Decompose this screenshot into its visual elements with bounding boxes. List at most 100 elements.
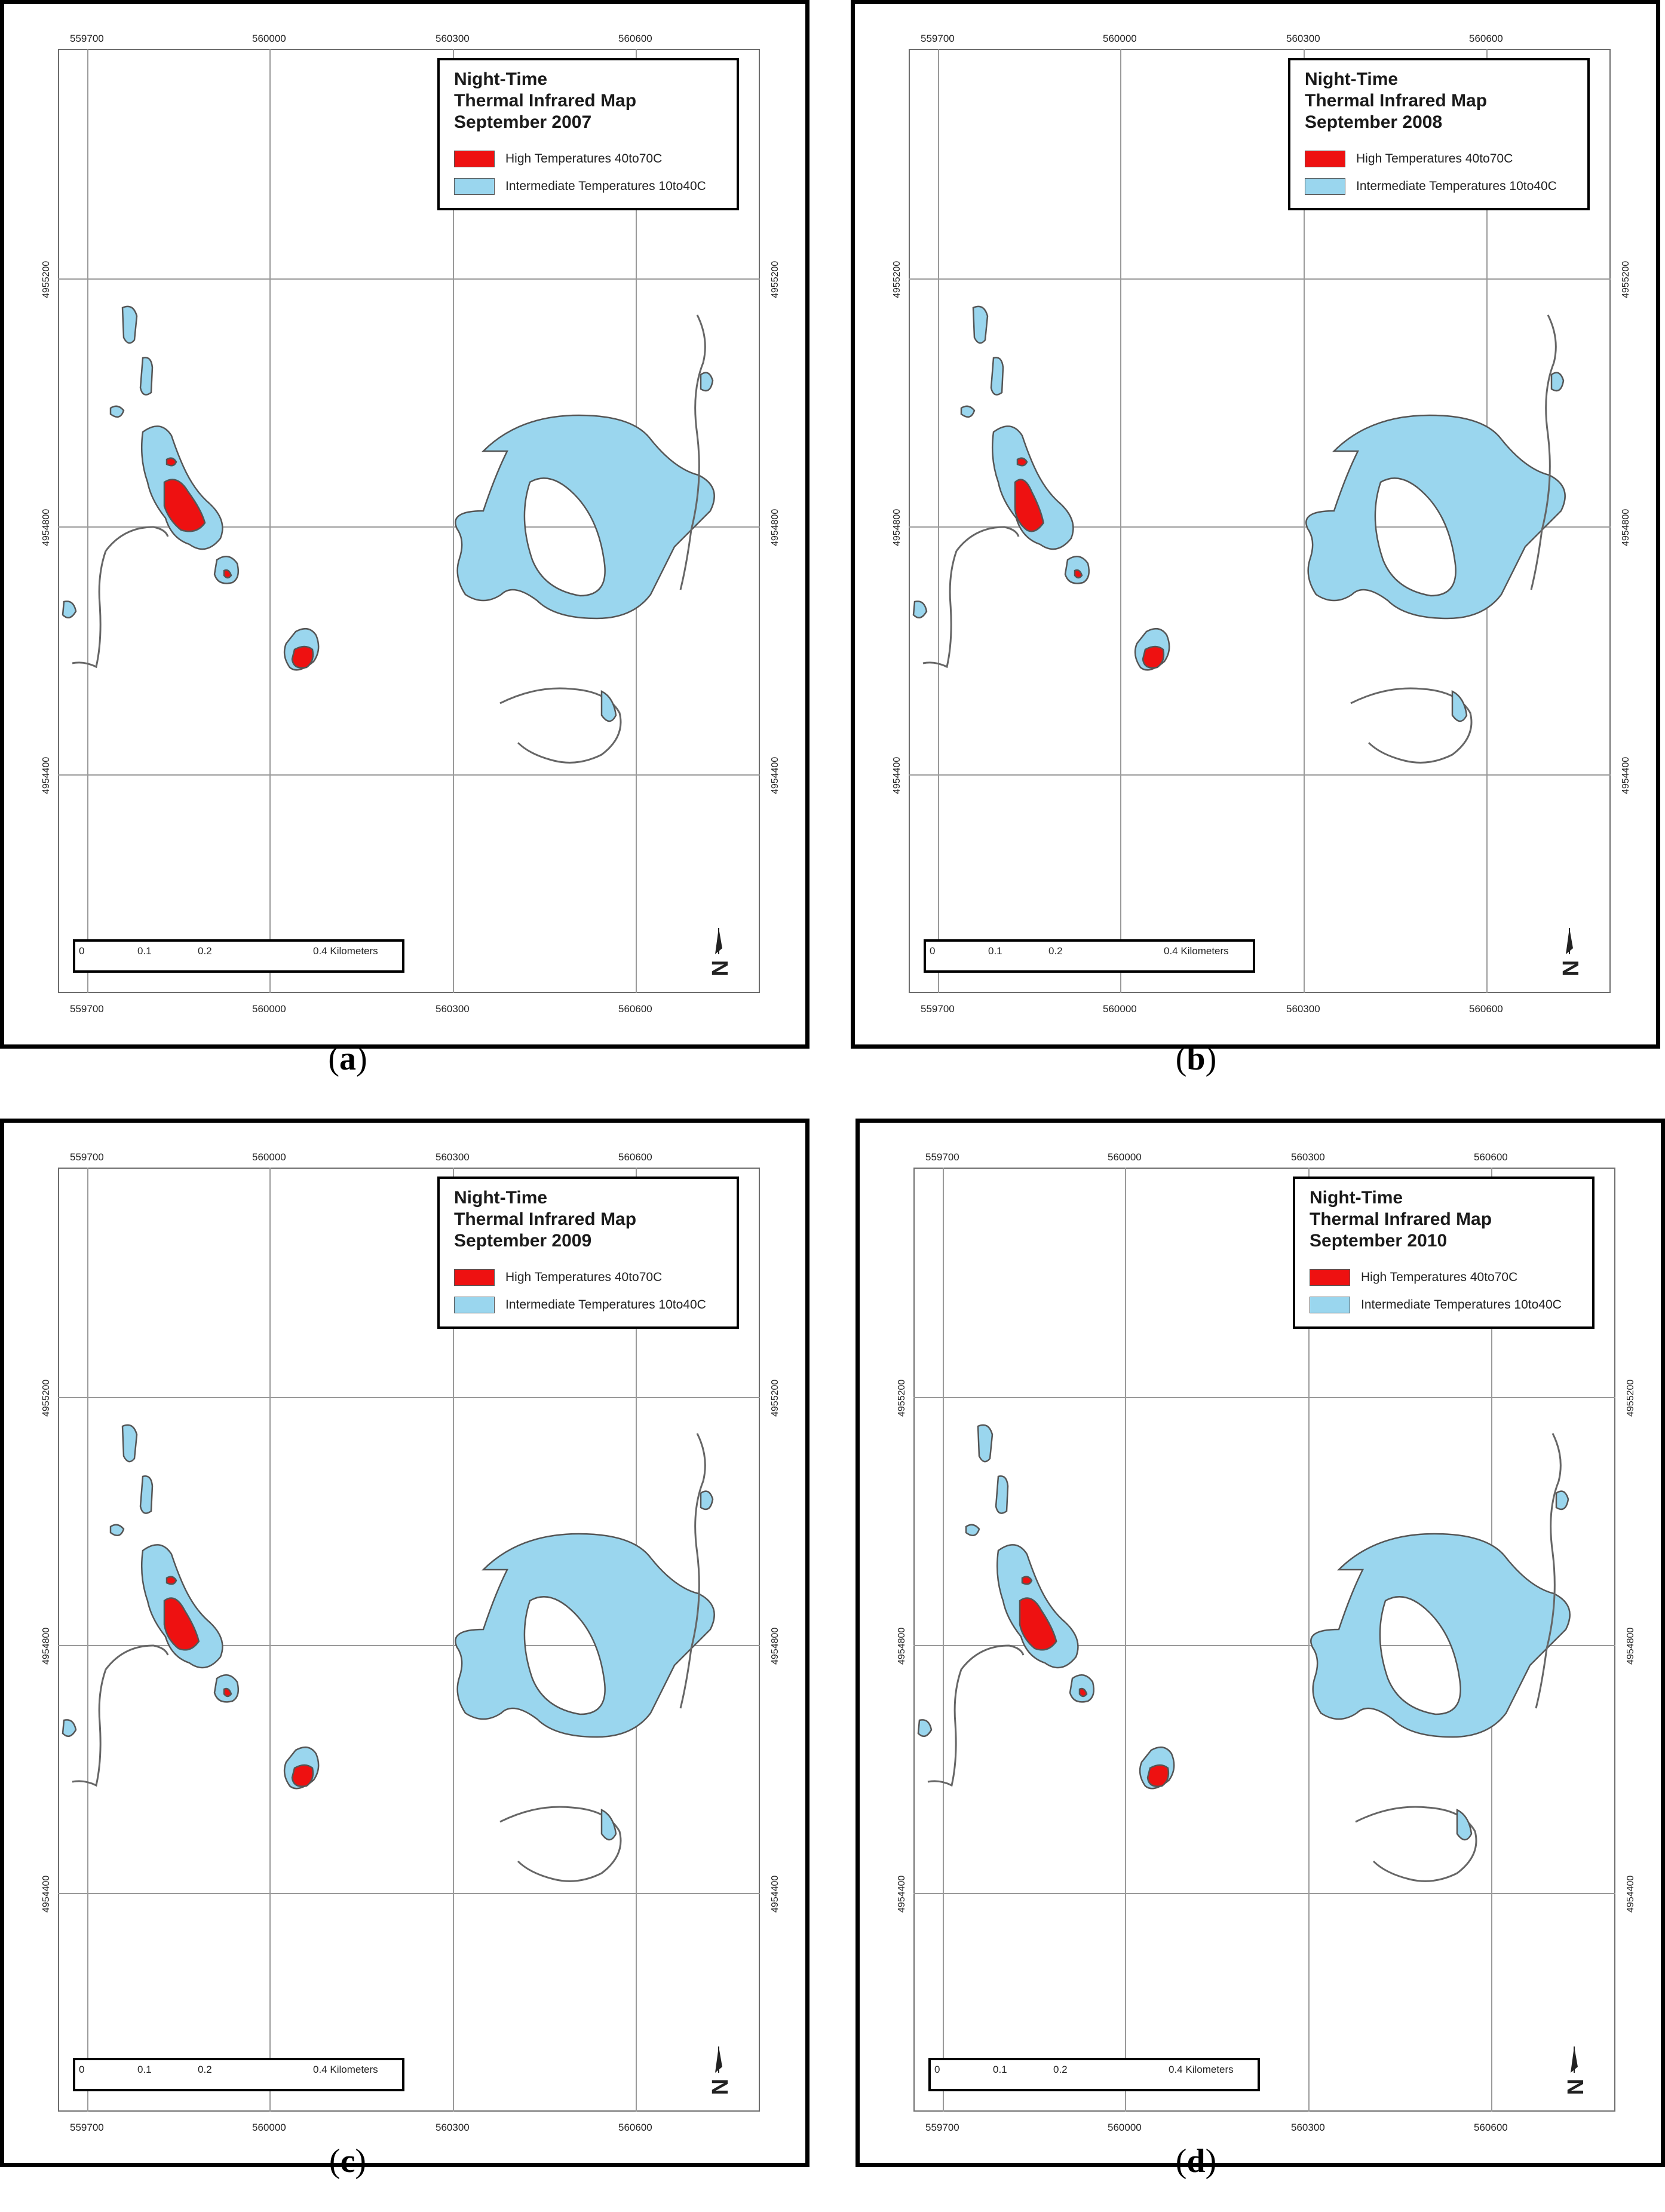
legend-title-line1: Night-Time (1305, 69, 1399, 89)
x-tick-label-top: 560300 (1286, 33, 1320, 44)
east-strip-blob (1550, 372, 1565, 392)
y-tick-label-right: 4954800 (770, 508, 780, 546)
lower-track-line (1355, 1806, 1477, 1882)
y-tick-label-right: 4955200 (1621, 261, 1631, 298)
panel-caption-a: (a) (328, 1040, 367, 1077)
y-tick-label-left: 4954800 (41, 1627, 51, 1665)
lower-track-blob (1456, 1808, 1473, 1841)
north-arrow-label: N (708, 2078, 734, 2095)
scale-bar-label: 0 (934, 2064, 940, 2075)
legend-label-high: High Temperatures 40to70C (505, 1270, 663, 1284)
scale-bar-label: 0.2 (198, 2064, 212, 2075)
scale-bar-label: 0.2 (1053, 2064, 1068, 2075)
y-tick-label-left: 4954400 (41, 756, 51, 794)
legend-row-intermediate: Intermediate Temperatures 10to40C (454, 177, 706, 195)
legend-label-intermediate: Intermediate Temperatures 10to40C (1361, 1298, 1562, 1312)
east-strip-line (1535, 1433, 1562, 1709)
island-sw-edge (62, 601, 77, 619)
legend-title-line2: Thermal Infrared Map (1310, 1209, 1492, 1229)
x-tick-label-bottom: 559700 (925, 2122, 959, 2133)
y-tick-label-right: 4954400 (1626, 1875, 1636, 1913)
legend-row-high: High Temperatures 40to70C (1310, 1269, 1517, 1286)
x-tick-label-bottom: 560000 (1108, 2122, 1142, 2133)
lower-track-blob (600, 690, 617, 722)
y-tick-label-left: 4954400 (41, 1875, 51, 1913)
x-tick-label-top: 559700 (925, 1151, 959, 1163)
legend-label-high: High Temperatures 40to70C (1361, 1270, 1518, 1284)
map-legend: Night-Time Thermal Infrared Map Septembe… (437, 58, 739, 210)
legend-row-high: High Temperatures 40to70C (1305, 150, 1513, 168)
x-tick-label-bottom: 560600 (618, 1003, 652, 1015)
north-arrow-label: N (708, 960, 734, 977)
legend-row-intermediate: Intermediate Temperatures 10to40C (454, 1296, 706, 1314)
y-tick-label-left: 4955200 (897, 1379, 907, 1417)
island-nw-small (995, 1475, 1009, 1514)
map-canvas (909, 49, 1611, 993)
map-extent (913, 1168, 1615, 2112)
x-tick-label-top: 559700 (70, 1151, 104, 1163)
x-tick-label-top: 560000 (1108, 1151, 1142, 1163)
north-arrow-icon: N (707, 924, 734, 990)
x-tick-label-bottom: 560600 (618, 2122, 652, 2133)
hotspot-main-red (1014, 479, 1044, 532)
ring-island (1305, 414, 1566, 620)
map-canvas (58, 1168, 760, 2112)
legend-title: Night-Time Thermal Infrared Map Septembe… (1310, 1187, 1492, 1252)
legend-swatch-intermediate (454, 1297, 495, 1313)
x-tick-label-top: 560600 (1469, 33, 1503, 44)
hotspot-main-red (1019, 1597, 1057, 1651)
legend-label-intermediate: Intermediate Temperatures 10to40C (505, 179, 706, 193)
x-tick-label-top: 560000 (252, 1151, 286, 1163)
scale-bar-label: 0.4 Kilometers (1169, 2064, 1234, 2075)
scale-bar: 0 0.1 0.2 0.4 Kilometers (73, 2058, 404, 2091)
map-panel-d: 559700 559700 560000 560000 560300 560300 5606… (856, 1119, 1665, 2167)
hotspot-small-red (165, 1576, 177, 1585)
panel-caption-c: (c) (329, 2143, 367, 2180)
coast-line-sw (72, 1644, 169, 1787)
lower-track-blob (600, 1808, 617, 1841)
island-sw-edge (912, 601, 928, 619)
legend-label-high: High Temperatures 40to70C (1356, 152, 1513, 166)
map-canvas (913, 1168, 1615, 2112)
north-arrow-label: N (1559, 960, 1584, 977)
y-tick-label-left: 4954800 (41, 508, 51, 546)
y-tick-label-right: 4955200 (770, 1379, 780, 1417)
y-tick-label-right: 4955200 (770, 261, 780, 298)
east-strip-line (679, 314, 706, 590)
legend-row-intermediate: Intermediate Temperatures 10to40C (1305, 177, 1557, 195)
legend-label-intermediate: Intermediate Temperatures 10to40C (505, 1298, 706, 1312)
island-nw-top (977, 1424, 994, 1463)
map-legend: Night-Time Thermal Infrared Map Septembe… (1293, 1177, 1595, 1329)
hotspot-main-red (163, 1597, 200, 1651)
map-canvas (58, 49, 760, 993)
legend-title: Night-Time Thermal Infrared Map Septembe… (454, 69, 636, 133)
y-tick-label-right: 4954800 (770, 1627, 780, 1665)
legend-swatch-high (1310, 1269, 1350, 1286)
hotspot-mid-red (1074, 569, 1083, 579)
map-panel-c: 559700 559700 560000 560000 560300 560300 5606… (0, 1119, 809, 2167)
lower-track-blob (1451, 690, 1468, 722)
scale-bar-label: 0.1 (137, 2064, 152, 2075)
y-tick-label-right: 4954400 (770, 756, 780, 794)
legend-row-high: High Temperatures 40to70C (454, 1269, 662, 1286)
x-tick-label-top: 560600 (618, 1151, 652, 1163)
island-nw-tiny (965, 1524, 980, 1537)
x-tick-label-bottom: 560000 (252, 1003, 286, 1015)
legend-swatch-high (454, 151, 495, 167)
scale-bar-label: 0.1 (993, 2064, 1007, 2075)
island-nw-tiny (109, 1524, 125, 1537)
map-extent (909, 49, 1611, 993)
hotspot-main-red (163, 479, 206, 532)
y-tick-label-left: 4955200 (41, 1379, 51, 1417)
map-legend: Night-Time Thermal Infrared Map Septembe… (437, 1177, 739, 1329)
x-tick-label-bottom: 560300 (436, 1003, 470, 1015)
east-strip-blob (1555, 1490, 1569, 1511)
y-tick-label-left: 4954400 (897, 1875, 907, 1913)
scale-bar-label: 0.4 Kilometers (313, 945, 378, 957)
panel-caption-b: (b) (1175, 1040, 1217, 1077)
legend-swatch-intermediate (1305, 178, 1345, 195)
legend-label-high: High Temperatures 40to70C (505, 152, 663, 166)
scale-bar: 0 0.1 0.2 0.4 Kilometers (924, 939, 1255, 973)
legend-row-high: High Temperatures 40to70C (454, 150, 662, 168)
map-legend: Night-Time Thermal Infrared Map Septembe… (1288, 58, 1590, 210)
